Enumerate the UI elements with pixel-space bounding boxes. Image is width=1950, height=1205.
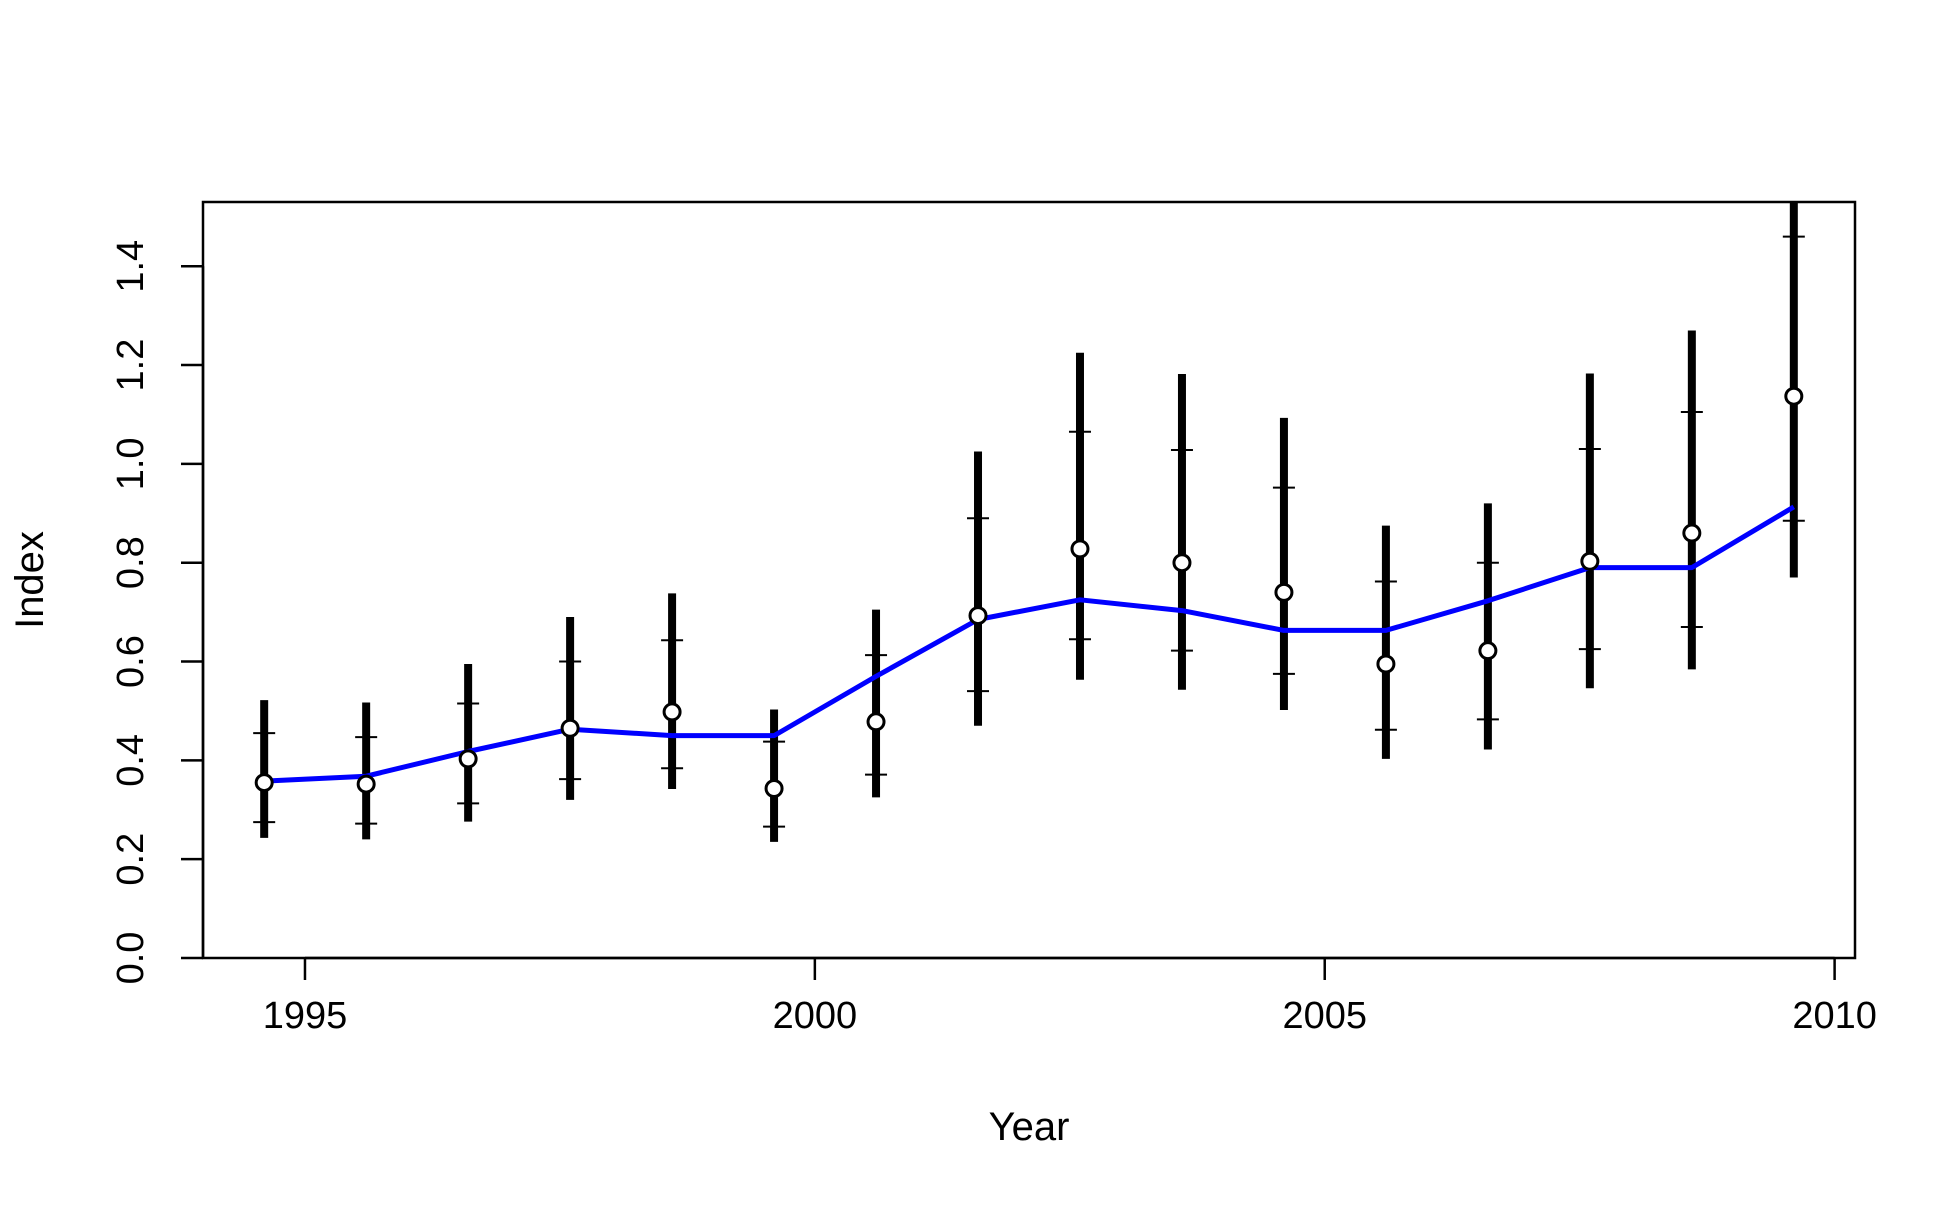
data-point bbox=[1376, 654, 1396, 674]
data-point bbox=[1070, 539, 1090, 559]
data-point bbox=[1274, 582, 1294, 602]
data-point bbox=[1172, 553, 1192, 573]
y-tick-label: 1.4 bbox=[110, 240, 152, 293]
data-point bbox=[356, 774, 376, 794]
y-tick-label: 0.4 bbox=[110, 734, 152, 787]
y-tick-label: 0.2 bbox=[110, 833, 152, 886]
x-axis-title: Year bbox=[989, 1105, 1070, 1149]
data-point bbox=[1784, 386, 1804, 406]
data-point bbox=[1478, 641, 1498, 661]
data-point bbox=[1580, 551, 1600, 571]
error-bars bbox=[253, 202, 1805, 842]
fitted-line bbox=[264, 504, 1796, 784]
data-point bbox=[254, 773, 274, 793]
data-point bbox=[560, 718, 580, 738]
x-tick-label: 2000 bbox=[773, 995, 858, 1037]
y-tick-label: 1.2 bbox=[110, 339, 152, 392]
axis-labels: Year Index bbox=[8, 531, 1069, 1149]
plot-frame bbox=[201, 200, 1857, 960]
y-tick-label: 0.0 bbox=[110, 932, 152, 985]
fitted-line-layer bbox=[264, 504, 1796, 784]
observed-points bbox=[254, 386, 1804, 799]
axes: 1995 2000 2005 2010 0.0 0.2 0.4 0.6 0.8 1.0 1.2 1.4 bbox=[110, 200, 1877, 1037]
data-point bbox=[968, 606, 988, 626]
x-tick-label: 1995 bbox=[263, 995, 348, 1037]
x-tick-label: 2005 bbox=[1282, 995, 1367, 1037]
data-point bbox=[866, 712, 886, 732]
data-point bbox=[1682, 523, 1702, 543]
data-point bbox=[662, 702, 682, 722]
x-tick-label: 2010 bbox=[1792, 995, 1877, 1037]
data-point bbox=[764, 779, 784, 799]
data-point bbox=[458, 749, 478, 769]
y-tick-label: 0.8 bbox=[110, 536, 152, 589]
y-axis-title: Index bbox=[8, 531, 52, 629]
y-tick-label: 1.0 bbox=[110, 437, 152, 490]
y-tick-label: 0.6 bbox=[110, 635, 152, 688]
